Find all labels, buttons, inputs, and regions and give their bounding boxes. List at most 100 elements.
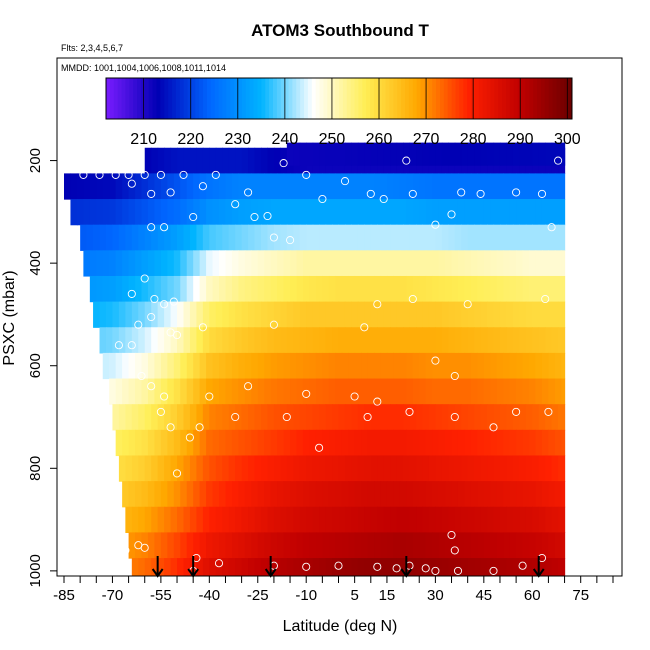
- heatmap-cell: [235, 301, 243, 328]
- heatmap-cell: [238, 199, 246, 226]
- heatmap-cell: [357, 558, 365, 576]
- heatmap-cell: [302, 199, 311, 226]
- heatmap-cell: [457, 173, 466, 200]
- heatmap-cell: [293, 404, 301, 431]
- observation-point: [214, 559, 224, 568]
- heatmap-cell: [173, 275, 181, 303]
- heatmap-cell: [319, 142, 327, 166]
- heatmap-cell: [499, 224, 508, 251]
- heatmap-cell: [480, 404, 488, 431]
- heatmap-cell: [445, 352, 453, 380]
- heatmap-cell: [525, 142, 533, 166]
- heatmap-cell: [302, 532, 311, 559]
- colorbar-swatch: [300, 78, 305, 119]
- heatmap-cell: [122, 481, 130, 508]
- colorbar-swatch: [253, 78, 258, 119]
- heatmap-cell: [299, 301, 307, 328]
- heatmap-cell: [141, 199, 149, 226]
- heatmap-cell: [551, 455, 559, 482]
- heatmap-cell: [364, 455, 372, 482]
- heatmap-cell: [487, 224, 495, 251]
- colorbar-swatch: [420, 78, 425, 119]
- heatmap-cell: [257, 481, 265, 508]
- observation-point: [127, 341, 136, 350]
- heatmap-cell: [416, 404, 424, 431]
- colorbar-swatch: [327, 78, 332, 119]
- observation-point: [463, 300, 472, 309]
- heatmap-cell: [257, 532, 265, 559]
- heatmap-cell: [170, 147, 178, 174]
- heatmap-cell: [367, 199, 375, 226]
- heatmap-cell: [270, 199, 278, 226]
- heatmap-cell: [393, 250, 401, 277]
- heatmap-cell: [480, 301, 488, 328]
- heatmap-cell: [451, 378, 459, 405]
- heatmap-cell: [435, 327, 443, 354]
- heatmap-cell: [357, 506, 365, 533]
- heatmap-cell: [102, 173, 110, 200]
- colorbar-swatch: [540, 78, 546, 119]
- heatmap-cell: [487, 404, 495, 431]
- heatmap-cell: [467, 224, 475, 251]
- heatmap-cell: [112, 327, 120, 354]
- heatmap-cell: [212, 532, 220, 559]
- heatmap-cell: [286, 327, 294, 354]
- heatmap-cell: [480, 327, 488, 354]
- observation-point: [340, 177, 350, 186]
- heatmap-cell: [351, 327, 359, 354]
- heatmap-cell: [503, 199, 511, 226]
- heatmap-cell: [251, 429, 259, 457]
- heatmap-cell: [464, 199, 472, 226]
- heatmap-cell: [516, 275, 524, 303]
- heatmap-cell: [477, 481, 485, 508]
- heatmap-cell: [341, 481, 349, 508]
- colorbar-swatch: [502, 78, 507, 119]
- heatmap-cell: [86, 224, 94, 251]
- heatmap-cell: [131, 404, 139, 431]
- heatmap-cell: [483, 378, 491, 405]
- heatmap-cell: [386, 532, 394, 559]
- heatmap-cell: [374, 481, 382, 508]
- heatmap-cell: [335, 173, 343, 200]
- heatmap-cell: [470, 532, 478, 559]
- heatmap-cell: [386, 173, 394, 200]
- heatmap-cell: [341, 250, 349, 277]
- heatmap-cell: [464, 352, 472, 380]
- heatmap-cell: [487, 558, 495, 576]
- observation-point: [140, 543, 149, 552]
- heatmap-cell: [399, 532, 407, 559]
- heatmap-cell: [538, 142, 546, 166]
- heatmap-cell: [199, 250, 207, 277]
- heatmap-cell: [354, 250, 362, 277]
- heatmap-cell: [341, 173, 349, 200]
- heatmap-cell: [157, 506, 165, 533]
- heatmap-cell: [105, 301, 114, 328]
- heatmap-cell: [296, 199, 304, 226]
- x-tick-label: -85: [53, 587, 75, 604]
- observation-point: [537, 189, 547, 198]
- x-tick-label: 5: [350, 587, 358, 604]
- heatmap-cell: [377, 506, 385, 533]
- heatmap-cell: [454, 455, 462, 482]
- heatmap-cell: [461, 455, 469, 482]
- heatmap-cell: [122, 173, 130, 200]
- heatmap-cell: [348, 173, 356, 200]
- heatmap-cell: [532, 224, 540, 251]
- heatmap-cell: [228, 506, 236, 533]
- heatmap-cell: [219, 173, 227, 200]
- heatmap-cell: [315, 378, 323, 405]
- colorbar-swatch: [206, 78, 212, 119]
- heatmap-cell: [522, 199, 530, 226]
- heatmap-cell: [302, 481, 311, 508]
- heatmap-cell: [199, 199, 207, 226]
- heatmap-cell: [445, 378, 453, 405]
- heatmap-cell: [235, 506, 243, 533]
- heatmap-cell: [467, 142, 475, 166]
- observation-point: [363, 412, 372, 422]
- heatmap-cell: [390, 455, 398, 482]
- heatmap-cell: [487, 327, 495, 354]
- observation-point: [166, 188, 175, 197]
- heatmap-cell: [177, 327, 185, 354]
- colorbar-swatch: [339, 78, 344, 119]
- heatmap-cell: [238, 532, 246, 559]
